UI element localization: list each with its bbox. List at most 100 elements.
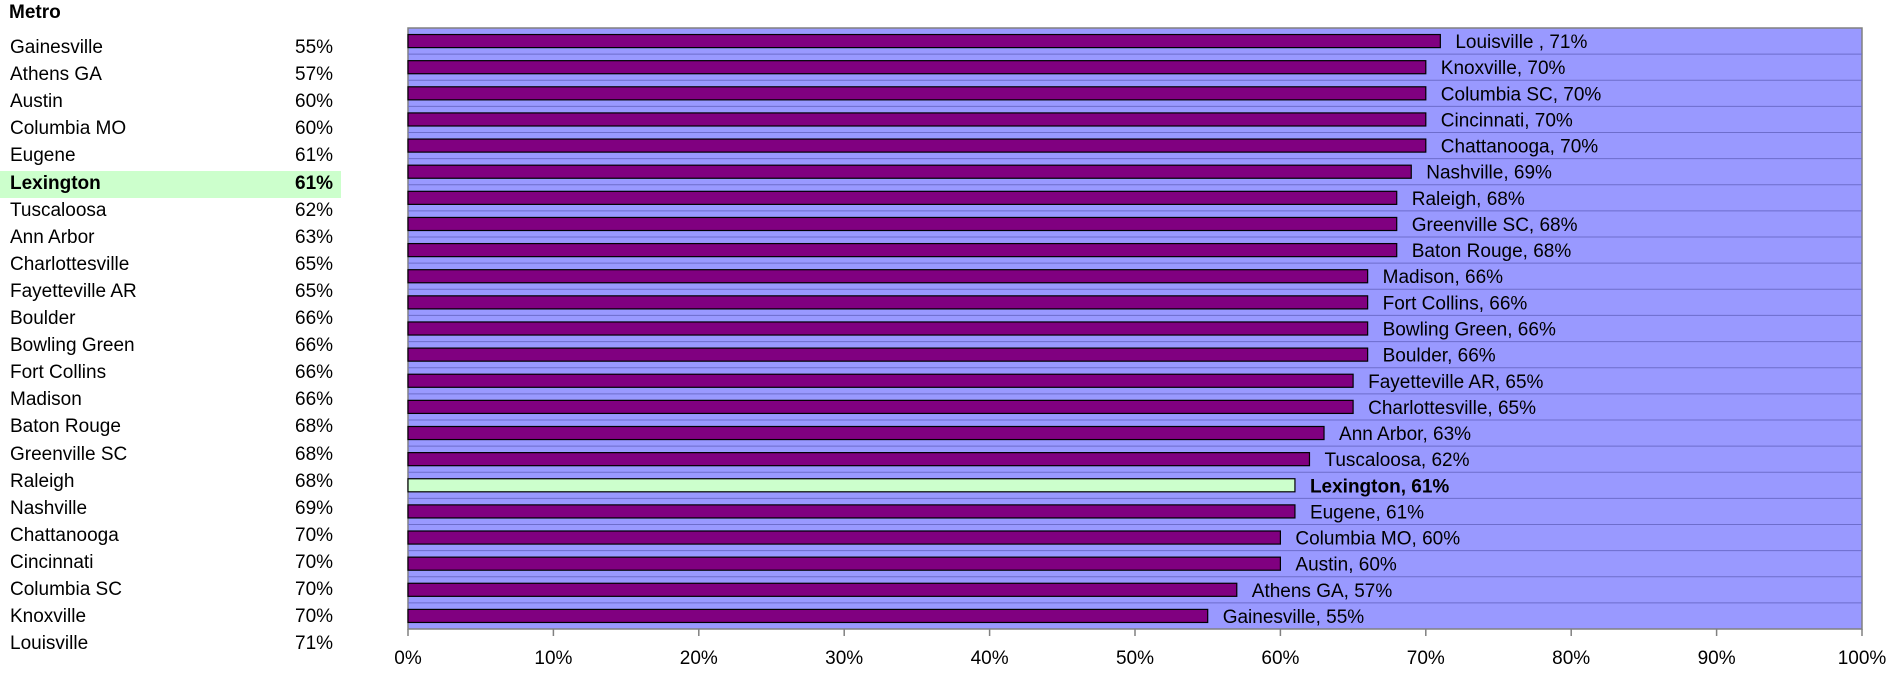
table-row-highlighted: Lexington 61% [0, 170, 341, 198]
metro-name: Boulder [10, 308, 76, 329]
metro-percent: 70% [295, 579, 334, 600]
table-row: Raleigh 68% [0, 469, 341, 496]
metro-name: Fort Collins [10, 362, 107, 384]
metro-percent: 70% [295, 524, 334, 546]
bar [407, 556, 1282, 571]
metro-percent: 71% [295, 633, 334, 655]
bar-highlighted [407, 478, 1296, 493]
bar [407, 138, 1427, 153]
table-row: Eugene 61% [0, 143, 341, 170]
bar-data-label: Athens GA, 57% [1252, 581, 1393, 602]
table-row: Greenville SC 68% [0, 442, 341, 469]
bar [407, 295, 1369, 310]
table-row: Madison 66% [0, 387, 341, 414]
table-row: Baton Rouge 68% [0, 414, 341, 441]
metro-percent: 68% [295, 470, 334, 492]
metro-name: Greenville SC [10, 443, 128, 465]
x-tick-label: 10% [534, 648, 572, 669]
metro-name: Raleigh [10, 470, 75, 492]
table-row: Charlottesville 65% [0, 252, 341, 279]
metro-percent: 60% [295, 91, 334, 113]
metro-percent: 70% [295, 551, 334, 573]
table-row: Ann Arbor 63% [0, 225, 341, 252]
bar-data-label: Fayetteville AR, 65% [1368, 372, 1543, 393]
bar-data-label: Cincinnati, 70% [1441, 110, 1573, 131]
bar-data-label: Knoxville, 70% [1441, 58, 1566, 79]
table-row: Columbia MO 60% [0, 116, 341, 143]
bar-data-label: Greenville SC, 68% [1412, 215, 1578, 236]
bar [407, 60, 1427, 75]
x-tick-label: 90% [1698, 648, 1736, 669]
x-tick-label: 80% [1552, 648, 1590, 669]
x-tick-label: 40% [971, 648, 1009, 669]
bar-data-label: Lexington, 61% [1310, 476, 1449, 497]
table-row: Austin 60% [0, 89, 341, 116]
table-row: Tuscaloosa 62% [0, 198, 341, 225]
metro-name: Bowling Green [10, 335, 135, 357]
metro-percent: 65% [295, 253, 334, 275]
metro-name: Chattanooga [10, 524, 119, 546]
x-tick-label: 20% [680, 648, 718, 669]
x-tick-label: 0% [394, 648, 422, 669]
bar-data-label: Columbia SC, 70% [1441, 84, 1602, 105]
metro-percent: 69% [295, 497, 334, 519]
bar [407, 452, 1311, 467]
bar [407, 164, 1412, 179]
table-row: Columbia SC 70% [0, 577, 341, 604]
metro-name: Madison [10, 389, 82, 411]
table-row: Fayetteville AR 65% [0, 279, 341, 306]
bar [407, 608, 1209, 624]
bar-data-label: Madison, 66% [1383, 267, 1504, 288]
metro-name: Lexington [10, 172, 101, 194]
bar [407, 321, 1369, 336]
bar-data-label: Gainesville, 55% [1223, 607, 1365, 628]
metro-percent: 66% [295, 308, 334, 329]
metro-name: Charlottesville [10, 253, 130, 275]
table-row: Nashville 69% [0, 496, 341, 523]
bar-data-label: Nashville, 69% [1426, 163, 1552, 184]
x-tick-label: 70% [1407, 648, 1445, 669]
bar [407, 373, 1354, 388]
bar-data-label: Bowling Green, 66% [1383, 320, 1556, 341]
metro-percent: 57% [295, 64, 334, 86]
bar [407, 582, 1238, 597]
metro-percent: 61% [295, 145, 334, 167]
table-row: Louisville 71% [0, 631, 341, 658]
bar-data-label: Tuscaloosa, 62% [1324, 450, 1469, 471]
metro-name: Athens GA [10, 64, 102, 86]
bar-data-label: Eugene, 61% [1310, 502, 1424, 523]
bar [407, 347, 1369, 362]
table-row: Knoxville 70% [0, 604, 341, 631]
bar-data-label: Charlottesville, 65% [1368, 398, 1536, 419]
x-tick-label: 50% [1116, 648, 1154, 669]
table-row: Boulder 66% [0, 306, 341, 333]
metro-percent: 65% [295, 280, 334, 302]
bar [407, 33, 1441, 49]
metro-name: Louisville [10, 633, 89, 655]
bar [407, 112, 1427, 127]
metro-percent: 66% [295, 335, 334, 357]
bar [407, 190, 1398, 205]
metro-percent: 68% [295, 416, 334, 438]
bar [407, 216, 1398, 232]
bar-data-label: Boulder, 66% [1383, 346, 1496, 367]
bar [407, 86, 1427, 101]
bar-data-label: Baton Rouge, 68% [1412, 241, 1572, 262]
metro-percent: 68% [295, 443, 334, 465]
bar [407, 399, 1354, 415]
bar-data-label: Columbia MO, 60% [1295, 529, 1460, 550]
metro-name: Cincinnati [10, 551, 94, 573]
metro-name: Columbia SC [10, 579, 122, 600]
table-header: Metro [9, 2, 61, 23]
metro-percent: 66% [295, 389, 334, 411]
bar [407, 425, 1325, 441]
metro-name: Fayetteville AR [10, 280, 137, 302]
table-row: Fort Collins 66% [0, 360, 341, 387]
table-row: Chattanooga 70% [0, 523, 341, 550]
table-row: Bowling Green 66% [0, 333, 341, 360]
bar-data-label: Austin, 60% [1295, 555, 1396, 576]
metro-percent: 61% [295, 172, 334, 194]
metro-percent: 60% [295, 118, 334, 140]
metro-name: Tuscaloosa [10, 199, 107, 221]
